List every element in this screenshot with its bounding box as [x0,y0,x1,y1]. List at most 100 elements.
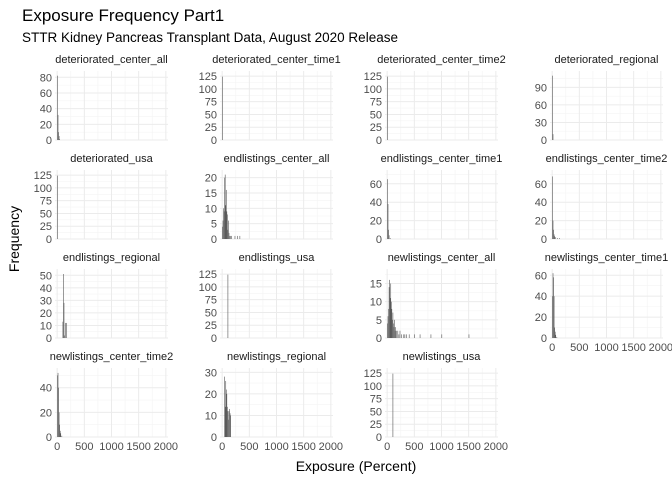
histogram-bar [58,136,60,140]
histogram-bar [65,322,66,338]
histogram-bar [555,334,557,338]
histogram-bar [63,302,65,338]
y-tick-label: 30 [205,367,217,379]
y-tick-label: 20 [40,308,52,320]
x-tick-label: 0 [384,441,390,453]
y-tick-label: 0 [541,135,547,147]
y-tick-label: 40 [535,291,547,303]
facet-panel: endlistings_center_time2 0 20 40 60 [535,153,668,246]
y-tick-label: 60 [535,100,547,112]
facet-panel: deteriorated_regional 0 30 60 90 [535,54,663,147]
y-tick-label: 0 [46,234,52,246]
y-tick-label: 25 [370,122,382,134]
histogram-bar [553,277,554,338]
histogram-bar [387,323,388,338]
histogram-bar [225,205,227,239]
histogram-bar [389,298,391,338]
histogram-bar [408,334,410,338]
histogram-bar [239,235,241,239]
histogram-bar [388,308,389,338]
histogram-bar [559,238,560,239]
histogram-bar [60,433,62,437]
y-axis-title: Frequency [6,206,22,272]
histogram-bar [401,334,402,338]
facet-panel: deteriorated_center_all 0 20 40 60 80 [40,54,168,147]
x-tick-label: 2000 [154,441,178,453]
y-tick-label: 0 [541,234,547,246]
histogram-bar [227,274,229,338]
y-tick-label: 20 [535,216,547,228]
y-tick-label: 0 [211,432,217,444]
y-tick-label: 20 [535,312,547,324]
y-tick-label: 10 [205,410,217,422]
facet-strip-label: newlistings_center_time1 [545,252,669,264]
y-tick-label: 0 [376,234,382,246]
histogram-bar [58,412,60,437]
y-tick-label: 20 [205,173,217,185]
histogram-bar [59,430,61,437]
histogram-bar [227,214,228,239]
y-tick-label: 0 [376,432,382,444]
y-tick-label: 0 [46,333,52,345]
y-tick-label: 90 [535,82,547,94]
facet-strip-label: endlistings_center_all [224,153,330,165]
y-tick-label: 5 [211,219,217,231]
histogram-bar [59,424,60,437]
histogram-bar [61,435,63,437]
histogram-bar [57,114,59,140]
y-tick-label: 0 [211,135,217,147]
histogram-bar [228,220,229,239]
x-tick-label: 0 [219,441,225,453]
histogram-bar [554,331,556,338]
y-tick-label: 20 [40,119,52,131]
histogram-bar [57,375,58,437]
y-tick-label: 20 [205,389,217,401]
y-tick-label: 10 [205,203,217,215]
y-tick-label: 100 [199,84,217,96]
histogram-bar [229,413,231,437]
x-tick-label: 1000 [594,342,618,354]
facet-panel: newlistings_regional 0 10 20 30 0 500 1000 1500 2… [205,351,343,453]
histogram-bar [234,235,236,239]
histogram-bar [553,229,554,239]
histogram-bar [441,334,443,338]
histogram-bar [58,387,59,437]
histogram-bar [225,189,227,239]
histogram-bar [223,211,225,239]
y-tick-label: 25 [40,221,52,233]
facet-strip-label: newlistings_regional [227,351,326,363]
histogram-bar [227,411,229,437]
y-tick-label: 75 [40,196,52,208]
histogram-bar [63,274,64,338]
histogram-bar [225,389,227,437]
histogram-bar [552,75,553,140]
facet-strip-label: endlistings_center_time2 [546,153,668,165]
y-tick-label: 75 [205,97,217,109]
facet-panel: newlistings_center_time2 0 20 40 0 500 1000 150… [40,351,178,453]
x-tick-label: 1500 [456,441,480,453]
facet-strip-label: newlistings_usa [403,351,482,363]
y-tick-label: 0 [46,135,52,147]
y-tick-label: 60 [535,270,547,282]
facet-strip-label: deteriorated_usa [70,153,153,165]
x-tick-label: 0 [549,342,555,354]
histogram-bar [396,330,398,338]
facet-strip-label: newlistings_center_all [388,252,496,264]
x-tick-label: 1500 [621,342,645,354]
histogram-bar [231,235,233,239]
histogram-bar [468,334,470,338]
histogram-bar [403,334,405,338]
histogram-bar [406,334,407,338]
facet-panel: endlistings_center_all 0 5 10 15 20 [205,153,333,246]
y-tick-label: 50 [370,109,382,121]
histogram-bar [552,134,554,140]
histogram-bar [58,132,59,140]
histogram-bar [404,334,406,338]
y-tick-label: 0 [211,234,217,246]
y-tick-label: 125 [364,71,382,83]
y-tick-label: 60 [535,179,547,191]
